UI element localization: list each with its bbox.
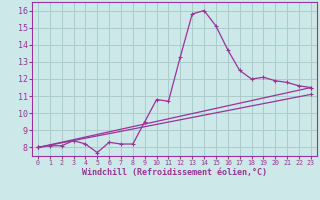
X-axis label: Windchill (Refroidissement éolien,°C): Windchill (Refroidissement éolien,°C) xyxy=(82,168,267,177)
